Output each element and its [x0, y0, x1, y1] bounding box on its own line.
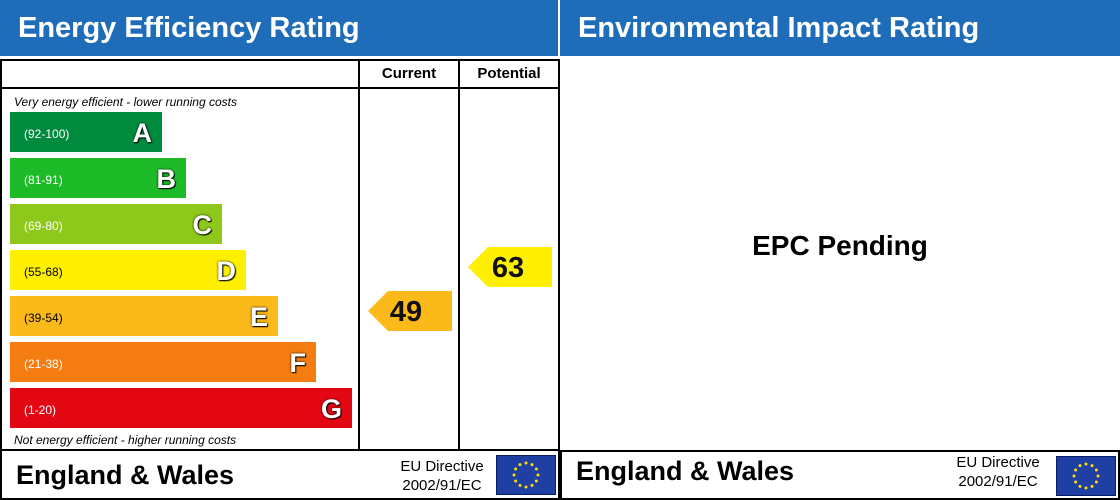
- potential-rating-arrow: 63: [468, 247, 552, 287]
- potential-column-header: Potential: [477, 65, 541, 82]
- band-letter: E: [249, 302, 268, 332]
- eu-star-icon: [518, 483, 522, 487]
- eu-star-icon: [536, 473, 540, 477]
- top-note: Very energy efficient - lower running co…: [14, 95, 237, 109]
- potential-column-divider: [458, 61, 460, 449]
- eu-star-icon: [518, 463, 522, 467]
- band-e: (39-54) E: [10, 296, 278, 336]
- current-rating-arrow: 49: [368, 291, 452, 331]
- eu-star-icon: [1094, 468, 1098, 472]
- band-letter: A: [132, 118, 153, 148]
- eu-star-icon: [530, 483, 534, 487]
- eu-star-icon: [1072, 474, 1076, 478]
- eu-star-icon: [1084, 462, 1088, 466]
- band-range: (39-54): [24, 311, 63, 325]
- eu-directive-text-right: EU Directive 2002/91/EC: [948, 453, 1048, 491]
- band-range: (55-68): [24, 265, 63, 279]
- eu-star-icon: [530, 463, 534, 467]
- eu-star-icon: [1074, 480, 1078, 484]
- header-divider: [2, 87, 558, 89]
- band-range: (81-91): [24, 173, 63, 187]
- eu-star-icon: [514, 467, 518, 471]
- right-footer: England & Wales EU Directive 2002/91/EC: [560, 450, 1120, 500]
- band-letter: C: [192, 210, 213, 240]
- eu-star-icon: [1094, 480, 1098, 484]
- current-arrow-shape: [368, 291, 452, 331]
- band-range: (92-100): [24, 127, 70, 141]
- band-range: (1-20): [24, 403, 57, 417]
- potential-arrow-shape: [468, 247, 552, 287]
- band-letter: F: [289, 348, 307, 378]
- energy-efficiency-header: Energy Efficiency Rating: [0, 0, 558, 56]
- directive-line1: EU Directive: [400, 458, 484, 475]
- eu-flag-icon: [496, 455, 556, 495]
- eu-star-icon: [1090, 484, 1094, 488]
- band-range: (69-80): [24, 219, 63, 233]
- energy-efficiency-chart: Current Potential Very energy efficient …: [0, 59, 560, 500]
- current-rating-value: 49: [390, 296, 422, 328]
- directive-line2: 2002/91/EC: [402, 477, 482, 494]
- band-b: (81-91) B: [10, 158, 186, 198]
- current-column-divider: [358, 61, 360, 449]
- band-a: (92-100) A: [10, 112, 162, 152]
- bottom-note: Not energy efficient - higher running co…: [14, 433, 237, 447]
- band-letter: D: [216, 256, 237, 286]
- eu-star-icon: [514, 479, 518, 483]
- directive-line2-right: 2002/91/EC: [958, 473, 1038, 490]
- eu-star-icon: [1074, 468, 1078, 472]
- eu-star-icon: [1090, 464, 1094, 468]
- band-range: (21-38): [24, 357, 63, 371]
- eu-star-icon: [1096, 474, 1100, 478]
- eu-flag-icon-right: [1056, 456, 1116, 496]
- eu-star-icon: [534, 479, 538, 483]
- eu-star-icon: [1078, 464, 1082, 468]
- eu-star-icon: [524, 461, 528, 465]
- region-label-right: England & Wales: [576, 456, 795, 486]
- environmental-impact-header: Environmental Impact Rating: [560, 0, 1120, 56]
- current-column-header: Current: [381, 65, 437, 82]
- eu-star-icon: [512, 473, 516, 477]
- eu-star-icon: [1078, 484, 1082, 488]
- eu-star-icon: [524, 485, 528, 489]
- environmental-impact-panel: EPC Pending England & Wales EU Directive…: [560, 56, 1120, 500]
- epc-pending-label: EPC Pending: [752, 230, 928, 261]
- eu-star-icon: [1084, 486, 1088, 490]
- band-letter: G: [320, 394, 342, 424]
- eu-directive-text: EU Directive 2002/91/EC: [392, 457, 492, 495]
- potential-rating-value: 63: [492, 252, 524, 284]
- footer-divider: [2, 449, 558, 451]
- directive-line1-right: EU Directive: [956, 454, 1040, 471]
- band-g: (1-20) G: [10, 388, 352, 428]
- band-d: (55-68) D: [10, 250, 246, 290]
- band-c: (69-80) C: [10, 204, 222, 244]
- band-f: (21-38) F: [10, 342, 316, 382]
- eu-star-icon: [534, 467, 538, 471]
- band-letter: B: [156, 164, 177, 194]
- region-label: England & Wales: [16, 460, 235, 490]
